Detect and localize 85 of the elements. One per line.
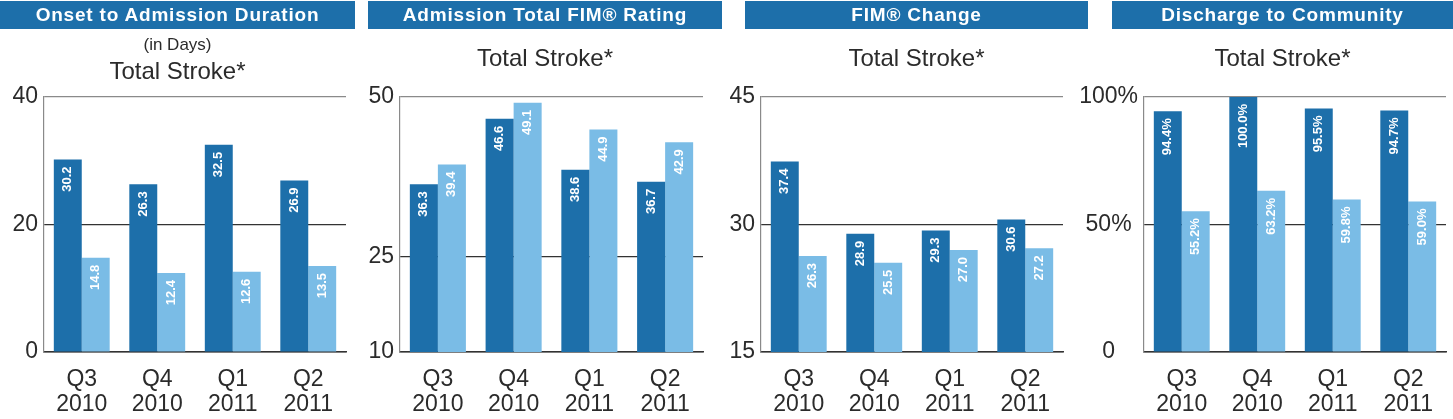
- data-label: 94.4%: [1159, 117, 1175, 156]
- data-label: 25.5: [879, 269, 895, 296]
- bar: [1153, 111, 1182, 352]
- chart-title: FIM® Change: [745, 1, 1088, 29]
- data-label: 63.2%: [1262, 197, 1278, 235]
- x-tick-label: Q1 2011: [564, 364, 615, 417]
- data-label: 30.2: [59, 166, 75, 192]
- chart-title: Admission Total FIM® Rating: [368, 1, 722, 29]
- data-label: 26.9: [285, 187, 301, 213]
- data-label: 42.9: [670, 149, 686, 175]
- bar: [1408, 201, 1437, 352]
- bar: [204, 144, 233, 352]
- chart-subtitle: Total Stroke*: [847, 44, 986, 72]
- y-tick-label: 30: [729, 209, 755, 236]
- data-label: 12.6: [238, 278, 254, 304]
- data-label: 55.2%: [1187, 217, 1203, 256]
- data-label: 100.0%: [1234, 103, 1250, 149]
- bar: [1181, 211, 1210, 352]
- x-tick-label: Q4 2010: [848, 364, 900, 417]
- x-tick-label: Q1 2011: [1308, 364, 1358, 417]
- data-label: 26.3: [804, 262, 820, 289]
- x-tick-label: Q1 2011: [208, 364, 258, 417]
- x-tick-label: Q2 2011: [1383, 364, 1433, 417]
- x-tick-label: Q1 2011: [925, 364, 975, 417]
- bar: [1380, 110, 1409, 352]
- data-label: 36.3: [415, 191, 431, 217]
- data-label: 36.7: [642, 188, 658, 215]
- y-tick-label: 15: [729, 337, 755, 364]
- data-label: 46.6: [491, 125, 507, 151]
- y-tick-label: 50: [368, 82, 394, 109]
- y-tick-label: 10: [368, 337, 394, 364]
- x-tick-label: Q4 2010: [1231, 364, 1283, 417]
- data-label: 28.9: [851, 240, 867, 267]
- x-tick-label: Q3 2010: [773, 364, 825, 417]
- bar: [1332, 199, 1361, 352]
- bar: [1304, 108, 1333, 352]
- bar: [53, 159, 82, 352]
- y-tick-label: 0: [25, 337, 38, 364]
- y-tick-label: 0: [1102, 337, 1115, 364]
- y-tick-label: 20: [12, 209, 38, 236]
- data-label: 39.4: [443, 170, 459, 197]
- data-label: 13.5: [313, 272, 329, 299]
- chart-subtitle: Total Stroke*: [475, 44, 615, 72]
- x-tick-label: Q2 2011: [640, 364, 690, 417]
- y-axis-title: (in Days): [142, 35, 213, 55]
- bar: [157, 272, 186, 352]
- data-label: 94.7%: [1385, 117, 1401, 155]
- y-tick-label: 40: [12, 82, 38, 109]
- bar: [129, 184, 158, 352]
- chart-subtitle: Total Stroke*: [109, 57, 246, 84]
- data-label: 95.5%: [1310, 115, 1326, 153]
- data-label: 30.6: [1002, 226, 1018, 252]
- bar: [1257, 190, 1286, 352]
- y-tick-label: 45: [729, 82, 755, 109]
- data-label: 38.6: [566, 176, 582, 202]
- data-label: 27.2: [1030, 255, 1046, 281]
- y-tick-label: 25: [368, 241, 394, 268]
- data-label: 44.9: [594, 136, 610, 162]
- data-label: 59.0%: [1413, 208, 1429, 246]
- bar: [1229, 97, 1258, 352]
- data-label: 12.4: [162, 279, 178, 306]
- x-tick-label: Q3 2010: [1156, 364, 1208, 417]
- x-tick-label: Q4 2010: [488, 364, 540, 417]
- x-tick-label: Q2 2011: [1000, 364, 1050, 417]
- data-label: 59.8%: [1338, 206, 1354, 244]
- data-label: 29.3: [927, 237, 943, 263]
- bar: [81, 257, 110, 352]
- chart-title: Discharge to Community: [1112, 1, 1453, 29]
- x-tick-label: Q2 2011: [283, 364, 333, 417]
- bar: [308, 265, 337, 352]
- data-label: 14.8: [87, 264, 103, 290]
- x-tick-label: Q3 2010: [412, 364, 464, 417]
- data-label: 26.3: [134, 191, 150, 217]
- y-tick-label: 100%: [1079, 82, 1138, 109]
- bar: [232, 271, 261, 352]
- data-label: 49.1: [519, 109, 535, 136]
- x-tick-label: Q4 2010: [131, 364, 183, 417]
- data-label: 37.4: [776, 167, 792, 194]
- data-label: 32.5: [210, 151, 226, 178]
- x-tick-label: Q3 2010: [56, 364, 108, 417]
- bar: [280, 180, 309, 352]
- y-tick-label: 50%: [1085, 209, 1132, 236]
- data-label: 27.0: [955, 257, 971, 283]
- chart-title: Onset to Admission Duration: [0, 1, 355, 29]
- chart-subtitle: Total Stroke*: [1213, 44, 1352, 72]
